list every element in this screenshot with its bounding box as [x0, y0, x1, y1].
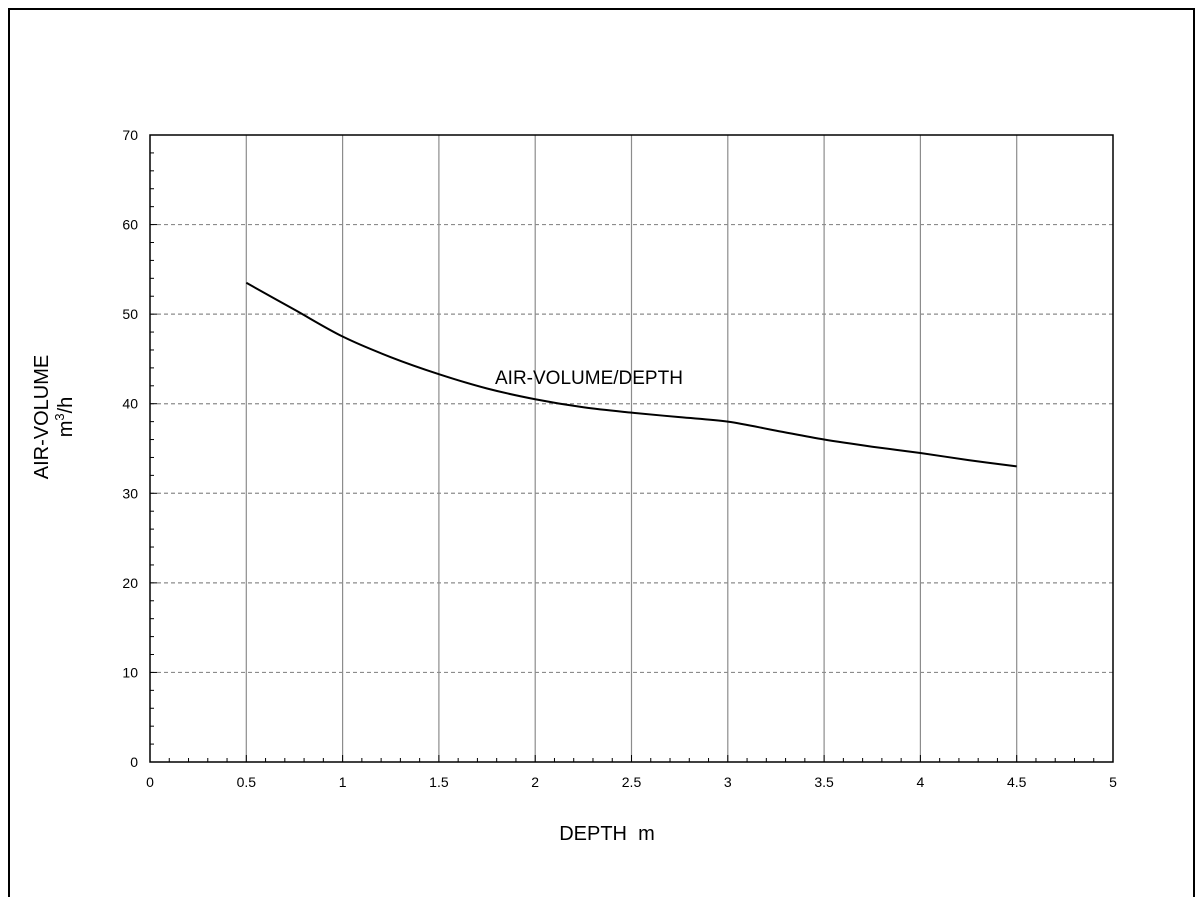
x-tick-label: 1.5 — [429, 774, 449, 790]
y-tick-label: 40 — [122, 396, 138, 412]
y-tick-label: 0 — [130, 754, 138, 770]
x-tick-label: 5 — [1109, 774, 1117, 790]
x-tick-label: 3 — [724, 774, 732, 790]
series-line — [245, 281, 1017, 468]
curve-annotation: AIR-VOLUME/DEPTH — [495, 368, 683, 389]
axes — [149, 134, 1114, 763]
y-axis-title-line1: AIR-VOLUME — [31, 355, 53, 479]
chart-frame — [8, 8, 1195, 897]
x-tick-label: 4 — [917, 774, 925, 790]
y-axis-title: AIR-VOLUME m3/h — [31, 355, 77, 479]
x-tick-label: 2 — [531, 774, 539, 790]
series-group — [245, 281, 1017, 468]
x-tick-label: 2.5 — [622, 774, 642, 790]
y-tick-label: 20 — [122, 575, 138, 591]
y-axis-title-line2: m3/h — [52, 397, 77, 438]
x-tick-label: 3.5 — [814, 774, 834, 790]
y-tick-label: 10 — [122, 664, 138, 680]
x-tick-label: 1 — [339, 774, 347, 790]
y-tick-label: 50 — [122, 306, 138, 322]
y-axis-unit-base: m — [55, 421, 77, 438]
y-tick-labels: 0 10 20 30 40 50 60 70 — [122, 127, 138, 770]
x-tick-labels: 0 0.5 1 1.5 2 2.5 3 3.5 4 4.5 5 — [146, 774, 1117, 790]
x-tick-label: 0.5 — [237, 774, 257, 790]
x-tick-label: 0 — [146, 774, 154, 790]
x-tick-label: 4.5 — [1007, 774, 1027, 790]
y-tick-label: 60 — [122, 217, 138, 233]
y-tick-label: 30 — [122, 485, 138, 501]
y-axis-unit-tail: /h — [55, 397, 77, 414]
y-tick-label: 70 — [122, 127, 138, 143]
grid-lines — [150, 135, 1113, 762]
x-axis-title: DEPTH m — [559, 823, 655, 845]
y-axis-unit-sup: 3 — [52, 413, 67, 420]
plot-area-border — [149, 134, 1114, 763]
